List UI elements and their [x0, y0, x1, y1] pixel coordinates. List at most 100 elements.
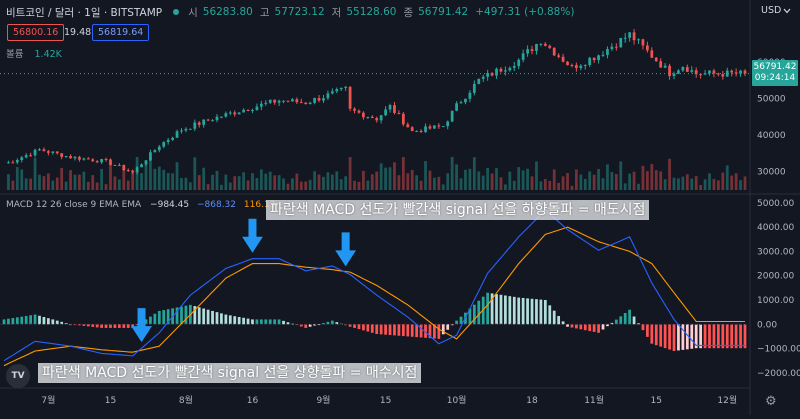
macd-legend[interactable]: MACD 12 26 close 9 EMA EMA −984.45 −868.…: [6, 200, 275, 210]
volume-bar: [548, 180, 552, 190]
volume-bar: [512, 180, 516, 190]
volume-bar: [379, 163, 383, 190]
candle-body: [144, 160, 148, 165]
down-arrow-icon: [335, 232, 357, 267]
time-axis[interactable]: 7월 15 8월 16 9월 15 10월 18 11월 15 12월: [41, 394, 737, 406]
tradingview-logo-icon[interactable]: TV: [6, 364, 30, 388]
candle-body: [7, 162, 10, 164]
macd-line: [3, 209, 745, 362]
volume-bar: [153, 168, 157, 190]
volume-bars: [7, 157, 747, 190]
histogram-bar: [370, 324, 374, 333]
candle-body: [86, 158, 90, 160]
volume-bar: [326, 172, 330, 190]
candle-body: [273, 99, 277, 103]
volume-bar: [433, 177, 436, 190]
histogram-bar: [681, 324, 685, 350]
macd-axis[interactable]: −2000.00 −1000.00 0.00 1000.00 2000.00 3000.0…: [757, 199, 800, 379]
histogram-bar: [717, 324, 720, 349]
histogram-bar: [668, 324, 671, 350]
candle-body: [255, 106, 259, 111]
candle-body: [33, 149, 37, 156]
candle-body: [140, 164, 143, 168]
chevron-down-icon: [783, 8, 791, 13]
histogram-bar: [708, 324, 711, 349]
candle-body: [446, 121, 450, 127]
volume-bar: [175, 162, 179, 190]
volume-bar: [304, 181, 308, 190]
histogram-bar: [379, 324, 383, 335]
time-tick-label: 15: [105, 396, 116, 406]
time-tick-label: 15: [380, 396, 391, 406]
candle-body: [357, 110, 361, 113]
candle-body: [11, 162, 15, 164]
candle-body: [579, 65, 583, 69]
volume-bar: [717, 180, 720, 190]
candle-body: [282, 100, 285, 102]
candle-body: [268, 99, 272, 103]
candle-body: [464, 98, 467, 103]
volume-bar: [677, 178, 680, 190]
volume-bar: [117, 179, 121, 190]
candle-body: [512, 66, 516, 68]
histogram-bar: [117, 324, 121, 328]
histogram-bar: [7, 318, 10, 325]
gear-icon[interactable]: ⚙: [765, 394, 777, 409]
volume-bar: [623, 183, 627, 190]
volume-legend[interactable]: 볼륨 1.42K: [6, 46, 62, 60]
histogram-bar: [508, 296, 512, 325]
candle-body: [153, 150, 157, 153]
histogram-bar: [268, 319, 272, 325]
histogram-bar: [291, 323, 294, 325]
volume-bar: [694, 176, 698, 190]
candle-body: [610, 46, 614, 50]
histogram-bar: [259, 319, 263, 325]
sell-button[interactable]: 56800.16: [7, 24, 65, 41]
candle-body: [326, 93, 330, 99]
signal-arrows: [131, 218, 357, 343]
volume-bar: [681, 176, 685, 190]
candle-body: [459, 102, 463, 104]
volume-bar: [339, 179, 343, 190]
histogram-bar: [415, 324, 419, 338]
candle-body: [104, 159, 108, 161]
candle-body: [428, 126, 432, 129]
buy-button[interactable]: 56819.64: [92, 24, 150, 41]
histogram-bar: [317, 324, 321, 326]
histogram-bar: [703, 324, 707, 349]
candle-body: [242, 109, 245, 113]
volume-bar: [197, 175, 201, 190]
histogram-bar: [721, 324, 725, 349]
volume-bar: [424, 161, 427, 190]
histogram-bar: [153, 313, 157, 325]
candle-body: [193, 122, 197, 129]
candle-body: [197, 122, 201, 125]
candle-body: [499, 68, 503, 72]
histogram-bar: [734, 324, 738, 349]
volume-bar: [100, 168, 103, 190]
candle-body: [557, 55, 561, 57]
candle-body: [486, 73, 490, 77]
histogram-bar: [255, 319, 259, 325]
candle-body: [126, 170, 130, 172]
macd-tick-label: 1000.00: [757, 296, 794, 306]
volume-bar: [282, 178, 285, 190]
volume-bar: [579, 174, 583, 190]
histogram-bar: [446, 324, 450, 330]
volume-bar: [477, 171, 481, 190]
histogram-bar: [388, 324, 392, 336]
volume-bar: [353, 180, 356, 190]
histogram-bar: [597, 324, 600, 333]
currency-selector[interactable]: USD: [761, 5, 791, 16]
histogram-bar: [313, 324, 316, 326]
volume-bar: [330, 174, 334, 190]
candle-body: [317, 98, 321, 101]
histogram-bar: [539, 299, 543, 325]
candle-body: [646, 45, 649, 51]
histogram-bar: [606, 324, 609, 327]
histogram-bar: [672, 324, 676, 351]
histogram-bar: [273, 319, 277, 325]
volume-bar: [246, 180, 250, 190]
candle-body: [330, 91, 334, 94]
symbol-title[interactable]: 비트코인 / 달러 · 1일 · BITSTAMP: [6, 6, 163, 19]
